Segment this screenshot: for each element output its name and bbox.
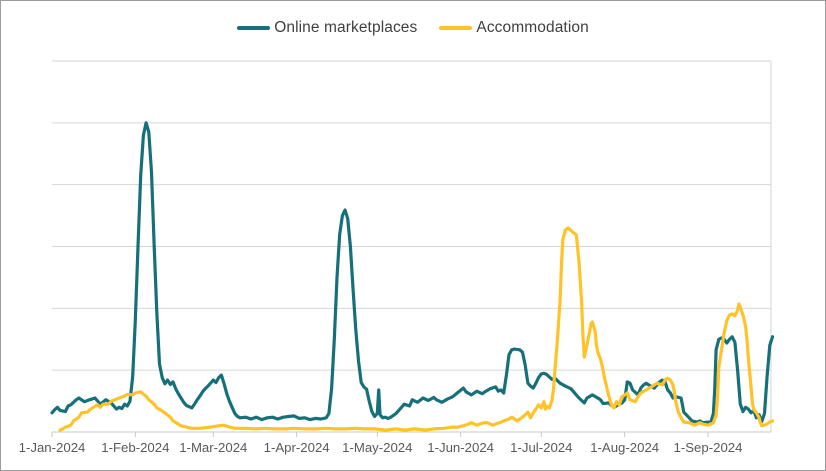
- legend-item-accommodation: Accommodation: [439, 19, 589, 37]
- x-axis-label: 1-Jan-2024: [19, 440, 86, 455]
- gridlines: [52, 60, 772, 433]
- x-axis-label: 1-Sep-2024: [674, 440, 743, 455]
- x-axis-label: 1-May-2024: [342, 440, 412, 455]
- chart-legend: Online marketplaces Accommodation: [1, 19, 825, 37]
- x-axis-labels: 1-Jan-2024 1-Feb-2024 1-Mar-2024 1-Apr-2024…: [19, 440, 743, 455]
- x-axis-label: 1-Feb-2024: [101, 440, 169, 455]
- legend-label-online-marketplaces: Online marketplaces: [274, 19, 418, 36]
- x-axis-ticks: [51, 432, 709, 437]
- x-axis-label: 1-Jul-2024: [510, 440, 572, 455]
- series-line-online-marketplaces: [50, 121, 775, 425]
- legend-label-accommodation: Accommodation: [476, 19, 589, 36]
- series-line-accommodation: [58, 226, 775, 432]
- x-axis-label: 1-Mar-2024: [179, 440, 247, 455]
- x-axis-label: 1-Aug-2024: [590, 440, 659, 455]
- legend-swatch-accommodation-icon: [439, 26, 473, 30]
- x-axis-label: 1-Jun-2024: [427, 440, 494, 455]
- x-axis-label: 1-Apr-2024: [264, 440, 330, 455]
- legend-swatch-online-marketplaces-icon: [237, 26, 271, 30]
- legend-item-online-marketplaces: Online marketplaces: [237, 19, 417, 37]
